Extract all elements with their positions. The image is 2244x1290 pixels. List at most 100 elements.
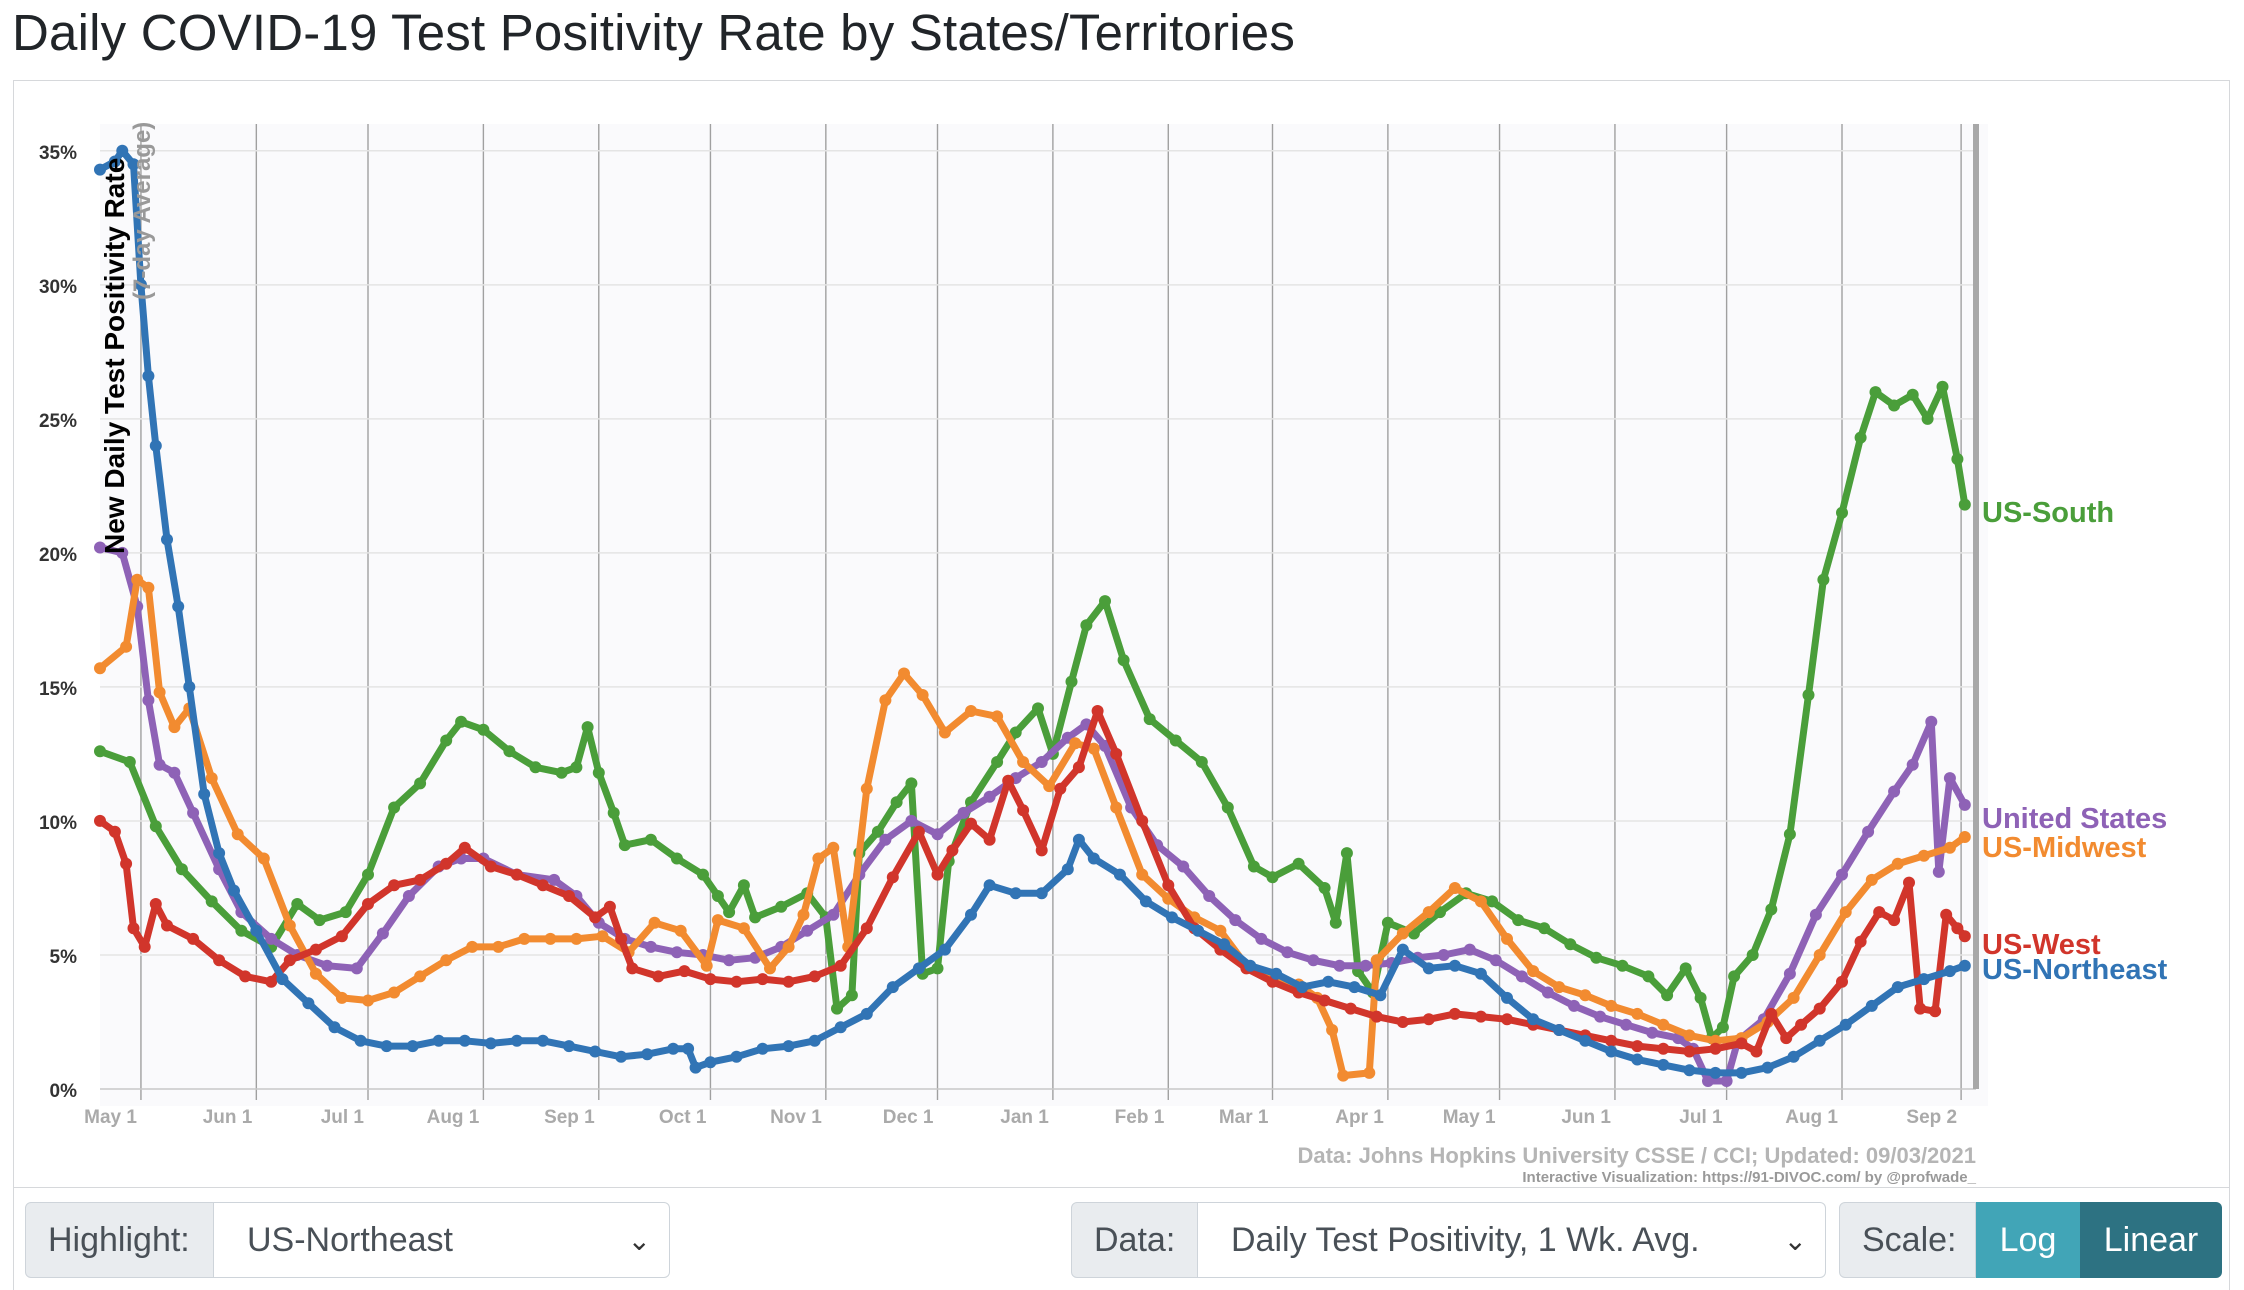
x-tick-label: Oct 1 <box>659 1107 707 1128</box>
data-point <box>1891 981 1904 994</box>
data-point <box>1117 654 1130 667</box>
data-point <box>1337 1069 1350 1082</box>
data-point <box>529 761 542 774</box>
data-point <box>544 932 557 945</box>
scale-linear-button[interactable]: Linear <box>2080 1202 2222 1278</box>
highlight-label: Highlight: <box>25 1202 214 1278</box>
data-point <box>581 721 594 734</box>
data-point <box>1605 1045 1618 1058</box>
data-point <box>905 777 918 790</box>
data-point <box>231 828 244 841</box>
x-tick-label: Aug 1 <box>1785 1107 1838 1128</box>
data-point <box>134 278 147 291</box>
data-point <box>198 788 211 801</box>
data-point <box>1888 914 1901 927</box>
page-title: Daily COVID-19 Test Positivity Rate by S… <box>12 4 1296 61</box>
data-point <box>860 782 873 795</box>
data-point <box>1448 959 1461 972</box>
x-tick-label: Jan 1 <box>1000 1107 1049 1128</box>
data-source-note: Data: Johns Hopkins University CSSE / CC… <box>1297 1143 1976 1168</box>
series-end-label: United States <box>1982 803 2167 835</box>
data-point <box>1605 999 1618 1012</box>
data-point <box>1501 932 1513 945</box>
data-point <box>931 828 944 841</box>
series-united-states <box>94 541 1971 1087</box>
data-select[interactable]: Daily Test Positivity, 1 Wk. Avg. ⌄ <box>1198 1202 1826 1278</box>
y-tick-label: 30% <box>39 277 77 298</box>
data-point <box>1266 871 1279 884</box>
x-tick-label: Feb 1 <box>1115 1107 1165 1128</box>
data-point <box>711 890 724 902</box>
data-point <box>187 806 200 819</box>
data-point <box>1166 911 1178 924</box>
data-point <box>827 841 840 854</box>
data-point <box>1925 715 1938 728</box>
data-point <box>1914 1002 1927 1015</box>
data-point <box>775 900 788 913</box>
data-point <box>1192 924 1205 937</box>
data-point <box>1035 756 1048 768</box>
data-point <box>946 844 959 857</box>
data-point <box>1646 1026 1659 1039</box>
data-point <box>1422 962 1435 975</box>
data-point <box>1229 914 1242 927</box>
data-point <box>1761 1061 1774 1074</box>
data-point <box>536 1034 549 1047</box>
data-point <box>831 1002 843 1015</box>
data-point <box>1836 975 1848 988</box>
data-point <box>309 943 322 956</box>
data-point <box>1813 1002 1826 1015</box>
y-tick-label: 5% <box>50 947 78 968</box>
data-point <box>652 970 665 983</box>
data-point <box>120 857 133 870</box>
data-point <box>764 962 776 975</box>
data-point <box>94 814 106 827</box>
data-point <box>1728 970 1741 983</box>
data-point <box>898 667 910 680</box>
data-point <box>737 922 750 935</box>
data-point <box>641 1048 654 1061</box>
data-point <box>302 997 315 1010</box>
data-point <box>1489 954 1502 967</box>
data-point <box>440 954 453 967</box>
data-point <box>213 954 226 967</box>
data-point <box>313 914 326 927</box>
data-point <box>1943 965 1956 978</box>
data-point <box>1463 943 1476 956</box>
data-point <box>1422 1013 1435 1026</box>
data-point <box>1735 1066 1748 1079</box>
data-point <box>183 680 196 693</box>
data-point <box>1795 1018 1808 1031</box>
data-point <box>283 919 296 932</box>
data-point <box>931 868 944 881</box>
series-end-label: US-Midwest <box>1982 832 2147 864</box>
data-point <box>1099 595 1111 608</box>
y-tick-label: 15% <box>39 679 77 700</box>
scale-log-button[interactable]: Log <box>1976 1202 2080 1278</box>
data-point <box>108 825 121 838</box>
x-tick-label: Jun 1 <box>203 1107 253 1128</box>
data-point <box>1448 1007 1461 1020</box>
data-point <box>723 954 736 967</box>
data-point <box>1802 689 1815 701</box>
data-point <box>1891 857 1904 870</box>
data-point <box>168 721 181 734</box>
data-point <box>965 705 977 717</box>
data-point <box>1035 844 1048 857</box>
data-point <box>589 1045 602 1058</box>
highlight-select[interactable]: US-Northeast ⌄ <box>214 1202 670 1278</box>
data-point <box>782 975 795 988</box>
data-point <box>187 932 200 945</box>
data-point <box>458 841 471 854</box>
data-point <box>644 940 657 953</box>
data-point <box>1809 908 1822 921</box>
data-point <box>1527 1013 1540 1026</box>
data-point <box>1218 938 1231 951</box>
data-point <box>149 820 162 833</box>
series-end-label: US-South <box>1982 497 2114 529</box>
data-point <box>983 790 996 803</box>
data-point <box>1032 702 1044 715</box>
data-point <box>127 158 140 171</box>
data-point <box>1322 975 1335 988</box>
